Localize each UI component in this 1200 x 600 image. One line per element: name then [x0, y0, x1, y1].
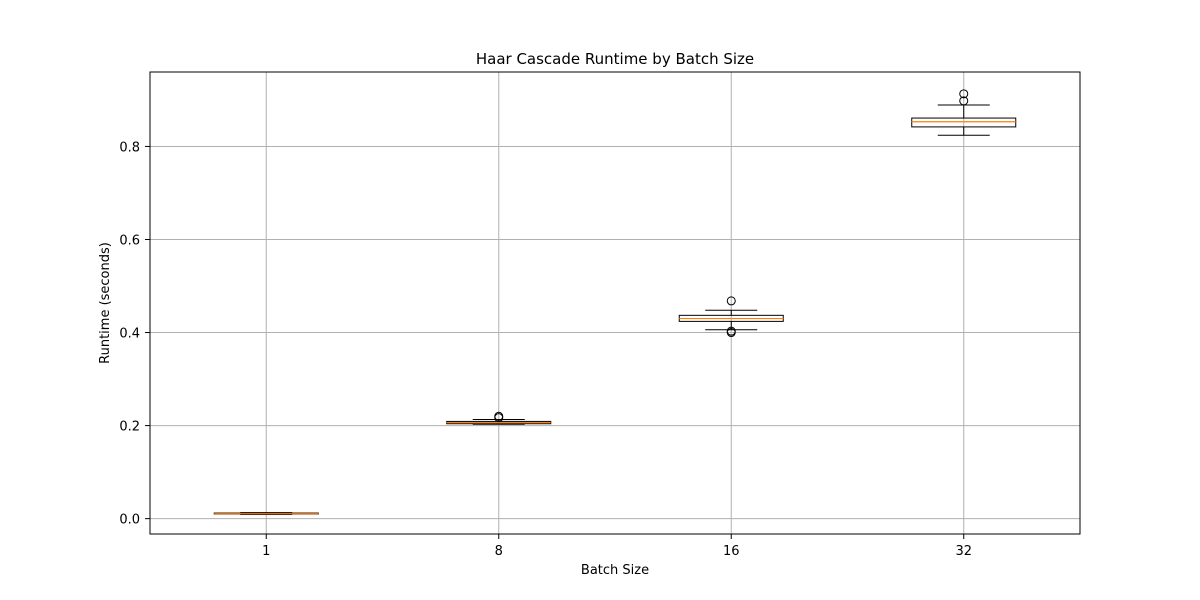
box-plot-16: [678, 296, 784, 338]
y-axis-label: Runtime (seconds): [98, 242, 113, 364]
box: [911, 117, 1017, 128]
y-tick-label: 0.8: [119, 140, 140, 155]
grid: [150, 72, 1080, 534]
box-plot-8: [446, 411, 552, 425]
outlier-point: [726, 296, 736, 306]
y-tick-label: 0.2: [119, 420, 140, 435]
outlier-point: [494, 411, 504, 421]
x-tick-label: 16: [723, 544, 740, 559]
outlier-point: [726, 326, 736, 336]
box-plots: [213, 89, 1017, 515]
x-axis-label: Batch Size: [581, 563, 649, 578]
outlier-point: [959, 96, 969, 106]
y-tick-label: 0.0: [119, 513, 140, 528]
outlier-point: [959, 89, 969, 99]
y-tick-label: 0.6: [119, 233, 140, 248]
y-tick-label: 0.4: [119, 327, 140, 342]
x-tick-label: 32: [955, 544, 972, 559]
x-tick-label: 1: [262, 544, 270, 559]
plot-frame: [149, 71, 1081, 535]
x-tick-label: 8: [495, 544, 503, 559]
box-plot-32: [911, 89, 1017, 136]
ticks: 0.0 0.2 0.4 0.6 0.8 1 8 16 32: [119, 140, 972, 559]
chart-title: Haar Cascade Runtime by Batch Size: [476, 50, 754, 68]
box-plot-1: [213, 512, 319, 515]
